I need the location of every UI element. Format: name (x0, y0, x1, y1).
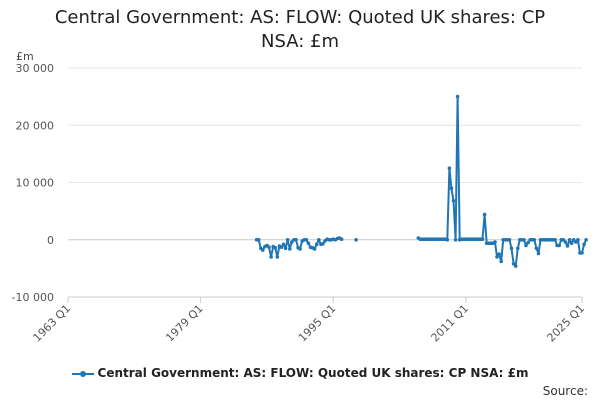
data-point[interactable] (317, 238, 321, 242)
data-point[interactable] (294, 238, 298, 242)
data-point[interactable] (306, 241, 311, 245)
data-point[interactable] (482, 212, 487, 217)
data-point[interactable] (584, 238, 588, 242)
data-point[interactable] (493, 240, 497, 244)
data-point[interactable] (563, 240, 568, 244)
data-point[interactable] (447, 166, 452, 170)
y-tick-label: 20 000 (16, 119, 55, 132)
data-point[interactable] (567, 238, 572, 242)
data-point[interactable] (499, 259, 504, 264)
chart-title: Central Government: AS: FLOW: Quoted UK … (0, 6, 600, 54)
data-point[interactable] (273, 246, 278, 250)
chart-title-line-1: Central Government: AS: FLOW: Quoted UK … (54, 7, 546, 28)
data-point[interactable] (536, 251, 541, 256)
data-point[interactable] (455, 94, 460, 99)
grid-lines (68, 67, 582, 298)
y-tick-label: 30 000 (16, 62, 55, 75)
data-point[interactable] (557, 243, 561, 248)
data-point[interactable] (522, 238, 526, 242)
data-point[interactable] (532, 238, 537, 242)
data-point[interactable] (509, 246, 514, 251)
data-point[interactable] (497, 252, 501, 256)
legend[interactable]: Central Government: AS: FLOW: Quoted UK … (0, 366, 600, 380)
x-tick-label: 1979 Q1 (163, 302, 206, 345)
data-point[interactable] (314, 242, 319, 247)
data-point[interactable] (304, 238, 309, 242)
chart-title-line-2: NSA: £m (261, 31, 339, 52)
data-point[interactable] (279, 245, 284, 249)
source-label: Source: (542, 384, 588, 398)
data-point[interactable] (480, 237, 485, 241)
data-point[interactable] (507, 238, 512, 242)
data-point[interactable] (526, 240, 530, 245)
data-point[interactable] (513, 264, 518, 268)
legend-series-label: Central Government: AS: FLOW: Quoted UK … (97, 366, 529, 380)
data-point[interactable] (288, 247, 292, 251)
y-axis-unit: £m (16, 50, 34, 63)
data-point[interactable] (516, 246, 520, 251)
series-layer (254, 94, 588, 268)
data-point[interactable] (453, 238, 458, 242)
data-point[interactable] (267, 245, 271, 249)
data-point[interactable] (339, 237, 344, 241)
data-point[interactable] (524, 243, 528, 248)
data-point[interactable] (256, 238, 261, 242)
y-tick-label: -10 000 (12, 291, 54, 304)
data-point[interactable] (261, 248, 265, 252)
data-point[interactable] (321, 242, 325, 246)
data-point[interactable] (511, 262, 516, 266)
data-point[interactable] (281, 242, 286, 247)
data-point[interactable] (576, 238, 580, 242)
series (254, 94, 588, 268)
y-tick-label: 0 (47, 234, 54, 247)
data-point[interactable] (283, 246, 288, 251)
legend-series-marker-icon (71, 369, 94, 379)
data-point[interactable] (569, 241, 574, 245)
data-point[interactable] (451, 199, 456, 203)
data-point[interactable] (285, 238, 290, 242)
data-point[interactable] (269, 255, 273, 259)
data-point[interactable] (449, 186, 454, 190)
x-tick-label: 1995 Q1 (296, 302, 339, 345)
data-point[interactable] (580, 251, 584, 255)
data-point[interactable] (298, 247, 302, 251)
data-point[interactable] (553, 238, 557, 242)
data-point[interactable] (445, 238, 450, 242)
data-point[interactable] (565, 244, 570, 248)
x-tick-label: 2025 Q1 (545, 302, 588, 345)
data-point[interactable] (582, 242, 586, 247)
data-point[interactable] (534, 246, 539, 251)
data-point[interactable] (354, 238, 358, 242)
data-point[interactable] (312, 247, 317, 251)
data-point[interactable] (495, 255, 499, 259)
data-point[interactable] (275, 255, 280, 259)
x-tick-label: 2011 Q1 (429, 302, 472, 345)
y-tick-label: 10 000 (16, 177, 55, 190)
x-tick-label: 1963 Q1 (31, 302, 74, 345)
